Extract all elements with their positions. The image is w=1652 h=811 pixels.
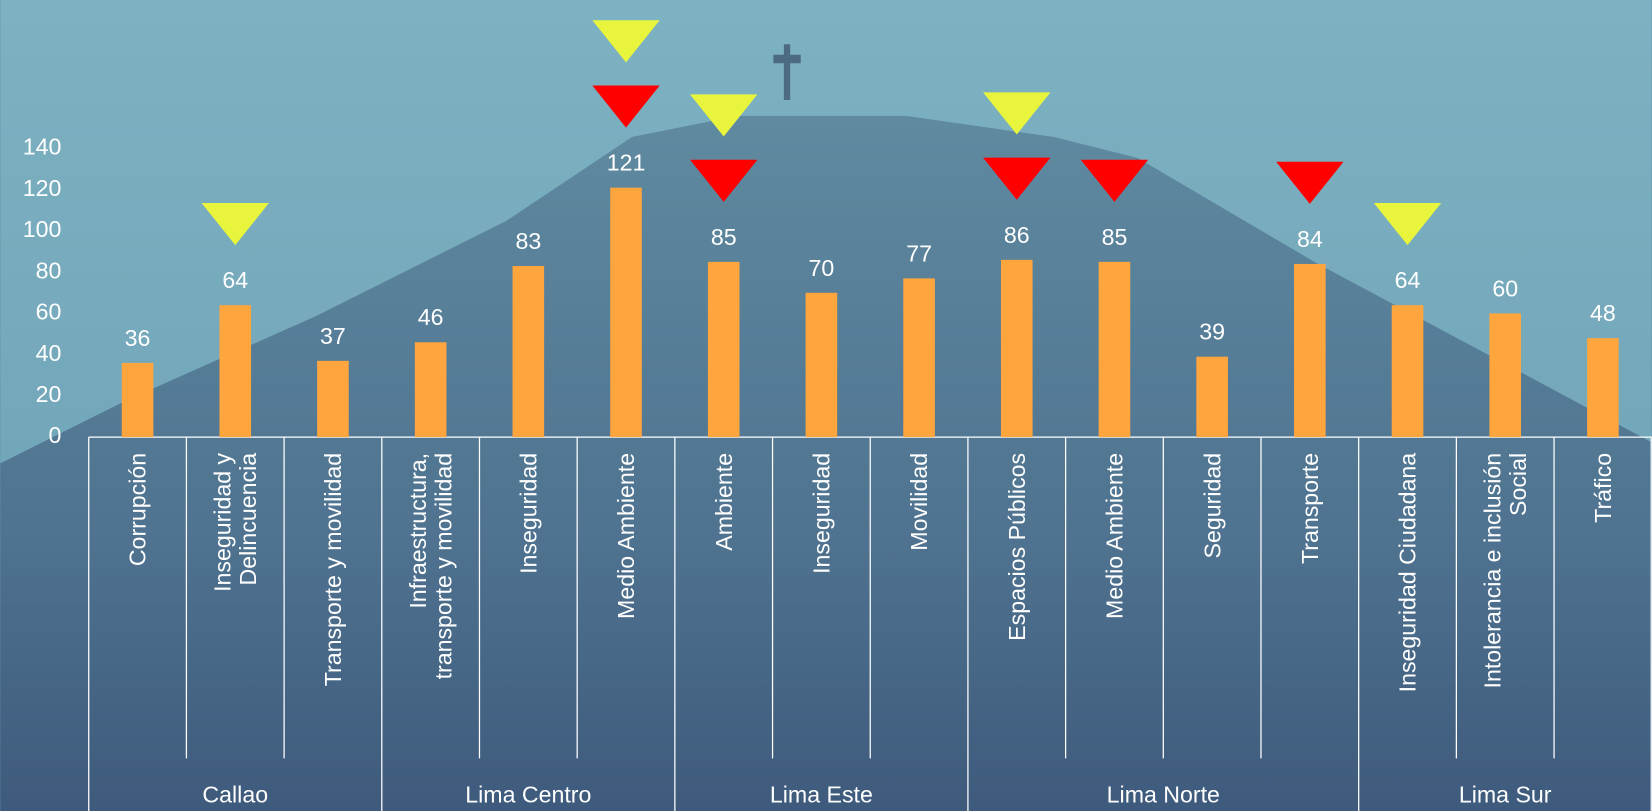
bar: [1587, 338, 1619, 437]
x-tick-label-line: Social: [1505, 453, 1531, 516]
x-tick-label: Tráfico: [1590, 453, 1616, 523]
value-label: 77: [906, 240, 932, 266]
x-tick-label-line: Inseguridad: [809, 453, 835, 574]
value-label: 64: [1395, 267, 1421, 293]
bar: [513, 266, 545, 437]
value-label: 48: [1590, 300, 1616, 326]
value-label: 37: [320, 323, 346, 349]
x-tick-label-line: Corrupción: [125, 453, 151, 566]
value-label: 46: [418, 304, 444, 330]
x-tick-label: Inseguridad yDelincuencia: [210, 452, 261, 591]
chart: 0 20 40 60 80 100 120 140 36 Corrupción 64 Inseguri…: [0, 0, 1652, 811]
x-tick-label-line: Infraestructura,: [405, 453, 431, 609]
value-label: 85: [1102, 224, 1128, 250]
y-tick-label: 80: [36, 257, 62, 283]
value-label: 70: [809, 255, 835, 281]
bar: [1001, 260, 1033, 437]
bar: [122, 363, 154, 437]
bar: [415, 342, 447, 437]
x-tick-label: Inseguridad: [515, 453, 541, 574]
bar: [1099, 262, 1131, 437]
x-tick-label: Seguridad: [1199, 453, 1225, 559]
x-tick-label-line: Movilidad: [906, 453, 932, 551]
bar: [1294, 264, 1326, 437]
x-tick-label: Inseguridad: [809, 453, 835, 574]
group-label: Callao: [202, 781, 268, 807]
y-tick-label: 100: [23, 216, 62, 242]
value-label: 83: [515, 228, 541, 254]
x-tick-label: Medio Ambiente: [1102, 453, 1128, 619]
group-label: Lima Centro: [465, 781, 591, 807]
y-tick-label: 20: [36, 381, 62, 407]
x-tick-label-line: Inseguridad y: [210, 452, 236, 591]
value-label: 36: [125, 325, 151, 351]
group-label: Lima Norte: [1107, 781, 1220, 807]
value-label: 121: [607, 150, 646, 176]
x-tick-label-line: Medio Ambiente: [1102, 453, 1128, 619]
x-tick-label: Medio Ambiente: [613, 453, 639, 619]
x-tick-label-line: Seguridad: [1199, 453, 1225, 559]
x-tick-label-line: Ambiente: [711, 453, 737, 551]
group-label: Lima Sur: [1459, 781, 1552, 807]
bar: [317, 361, 349, 437]
x-tick-label: Ambiente: [711, 453, 737, 551]
bar: [1489, 313, 1521, 437]
y-tick-label: 140: [23, 134, 62, 160]
bar: [708, 262, 740, 437]
y-tick-label: 40: [36, 340, 62, 366]
y-tick-label: 120: [23, 175, 62, 201]
x-tick-label: Transporte y movilidad: [320, 453, 346, 686]
x-tick-label: Inseguridad Ciudadana: [1395, 453, 1421, 693]
value-label: 60: [1492, 275, 1518, 301]
x-tick-label-line: transporte y movilidad: [430, 453, 456, 680]
bar: [219, 305, 251, 437]
bar: [1392, 305, 1424, 437]
x-tick-label: Movilidad: [906, 453, 932, 551]
x-tick-label-line: Delincuencia: [235, 453, 261, 586]
bar: [610, 188, 642, 437]
value-label: 84: [1297, 226, 1323, 252]
x-tick-label-line: Intolerancia e inclusión: [1480, 453, 1506, 689]
bar: [806, 293, 838, 437]
value-label: 64: [222, 267, 248, 293]
x-tick-label-line: Tráfico: [1590, 453, 1616, 523]
x-tick-label-line: Espacios Públicos: [1004, 453, 1030, 641]
x-tick-label: Transporte: [1297, 453, 1323, 564]
group-label: Lima Este: [770, 781, 873, 807]
page: {"chart_data": { "type": "bar", "color":…: [0, 0, 1652, 811]
bar: [903, 278, 935, 437]
x-tick-label-line: Inseguridad: [515, 453, 541, 574]
x-tick-label-line: Transporte: [1297, 453, 1323, 564]
x-tick-label: Corrupción: [125, 453, 151, 566]
y-tick-label: 0: [48, 422, 61, 448]
value-label: 86: [1004, 222, 1030, 248]
bar: [1196, 357, 1228, 437]
y-tick-label: 60: [36, 299, 62, 325]
x-tick-label-line: Inseguridad Ciudadana: [1395, 453, 1421, 693]
value-label: 39: [1199, 319, 1225, 345]
x-tick-label-line: Transporte y movilidad: [320, 453, 346, 686]
x-tick-label-line: Medio Ambiente: [613, 453, 639, 619]
value-label: 85: [711, 224, 737, 250]
x-tick-label: Espacios Públicos: [1004, 453, 1030, 641]
